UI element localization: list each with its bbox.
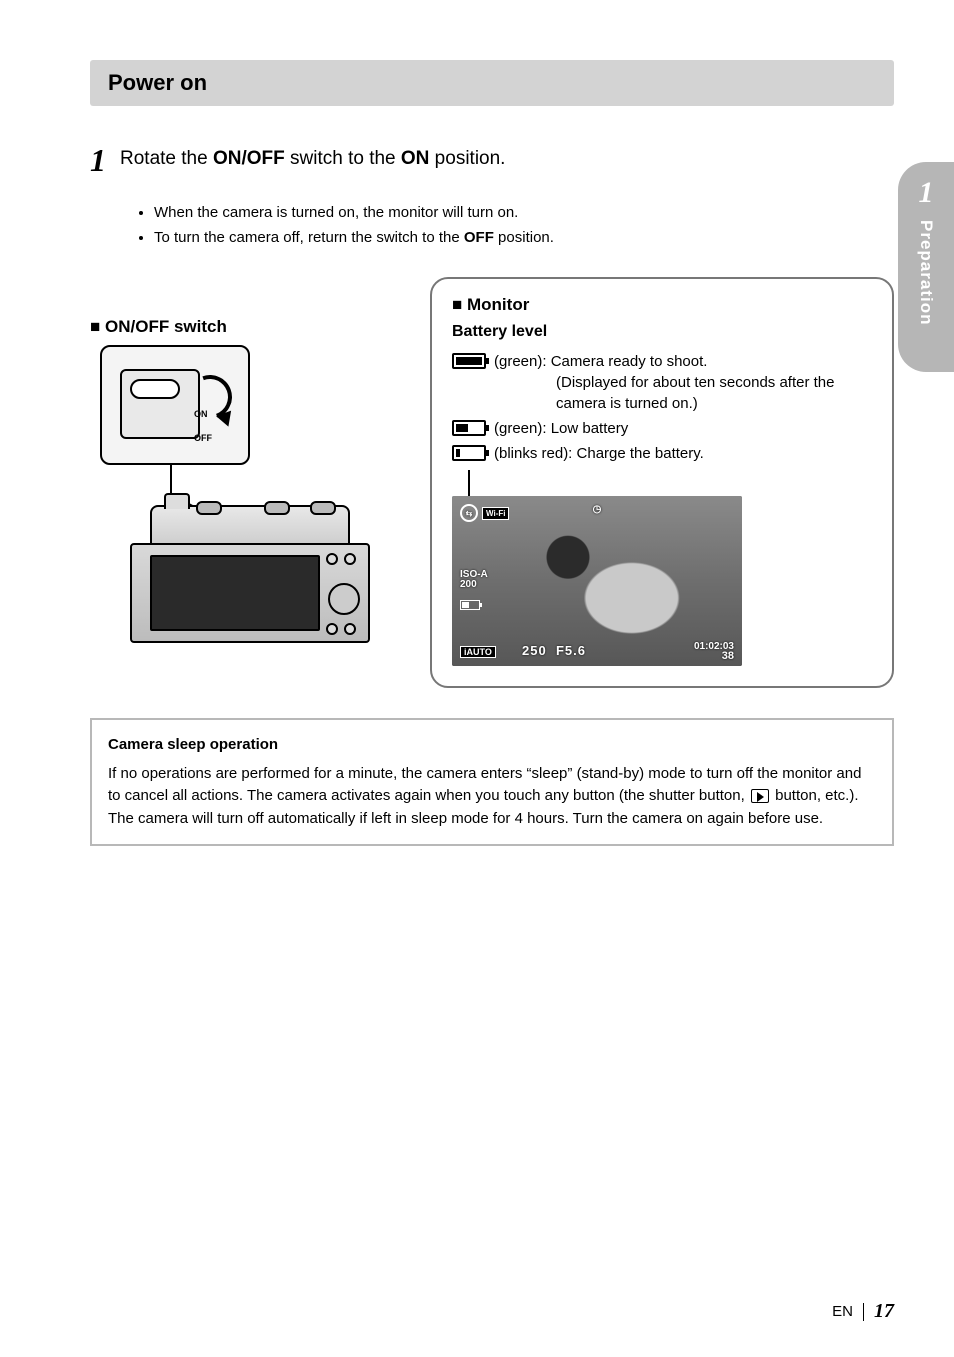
footer-page: 17 xyxy=(874,1300,894,1323)
lcd-mode: iAUTO xyxy=(460,646,496,658)
battery-full-icon xyxy=(452,353,486,369)
onoff-heading: ON/OFF switch xyxy=(90,317,410,337)
onoff-column: ON/OFF switch ON OFF xyxy=(90,277,410,655)
battery-heading: Battery level xyxy=(452,323,872,341)
lcd-iso: ISO-A 200 xyxy=(460,570,488,590)
chapter-label: Preparation xyxy=(916,220,936,325)
switch-detail: ON OFF xyxy=(100,345,250,465)
lcd-clock-icon: ◷ xyxy=(593,504,602,515)
battery-half-line: (green): Low battery xyxy=(452,418,872,439)
monitor-column: Monitor Battery level (green): Camera re… xyxy=(430,277,894,688)
on-label: ON xyxy=(194,409,208,419)
onoff-illustration: ON OFF xyxy=(90,345,390,655)
lcd-exposure: 250 F5.6 xyxy=(522,643,586,658)
bullet-1: When the camera is turned on, the monito… xyxy=(154,202,894,225)
step-row: 1 Rotate the ON/OFF switch to the ON pos… xyxy=(90,144,894,176)
section-title: Power on xyxy=(108,70,207,95)
lcd-shot-count: 38 xyxy=(722,650,734,662)
callout-pointer xyxy=(468,470,470,498)
off-label: OFF xyxy=(194,433,212,443)
side-tab: 1 Preparation xyxy=(898,162,954,372)
lcd-wifi-icon: ⇆Wi-Fi xyxy=(460,504,509,522)
section-header: Power on xyxy=(90,60,894,106)
battery-half-icon xyxy=(452,420,486,436)
playback-icon xyxy=(751,789,769,803)
diagram-row: ON/OFF switch ON OFF xyxy=(90,277,894,688)
battery-low-icon xyxy=(452,445,486,461)
camera-illustration xyxy=(130,505,390,655)
lcd-battery-icon xyxy=(460,600,480,613)
footer-lang: EN xyxy=(832,1303,853,1320)
note-title: Camera sleep operation xyxy=(108,734,876,757)
step-bullets: When the camera is turned on, the monito… xyxy=(136,202,894,249)
monitor-heading: Monitor xyxy=(452,295,872,315)
bullet-2: To turn the camera off, return the switc… xyxy=(154,227,894,250)
page-footer: EN 17 xyxy=(832,1300,894,1323)
battery-low-line: (blinks red): Charge the battery. xyxy=(452,443,872,464)
step-number: 1 xyxy=(90,144,106,176)
note-body: If no operations are performed for a min… xyxy=(108,763,876,831)
sleep-note-box: Camera sleep operation If no operations … xyxy=(90,718,894,846)
chapter-number: 1 xyxy=(919,176,934,210)
step-text: Rotate the ON/OFF switch to the ON posit… xyxy=(120,144,505,170)
battery-full-line: (green): Camera ready to shoot. (Display… xyxy=(452,351,872,414)
lcd-preview: ⇆Wi-Fi ◷ ISO-A 200 iAUTO 250 F5.6 01:02:… xyxy=(452,496,742,666)
monitor-box: Monitor Battery level (green): Camera re… xyxy=(430,277,894,688)
